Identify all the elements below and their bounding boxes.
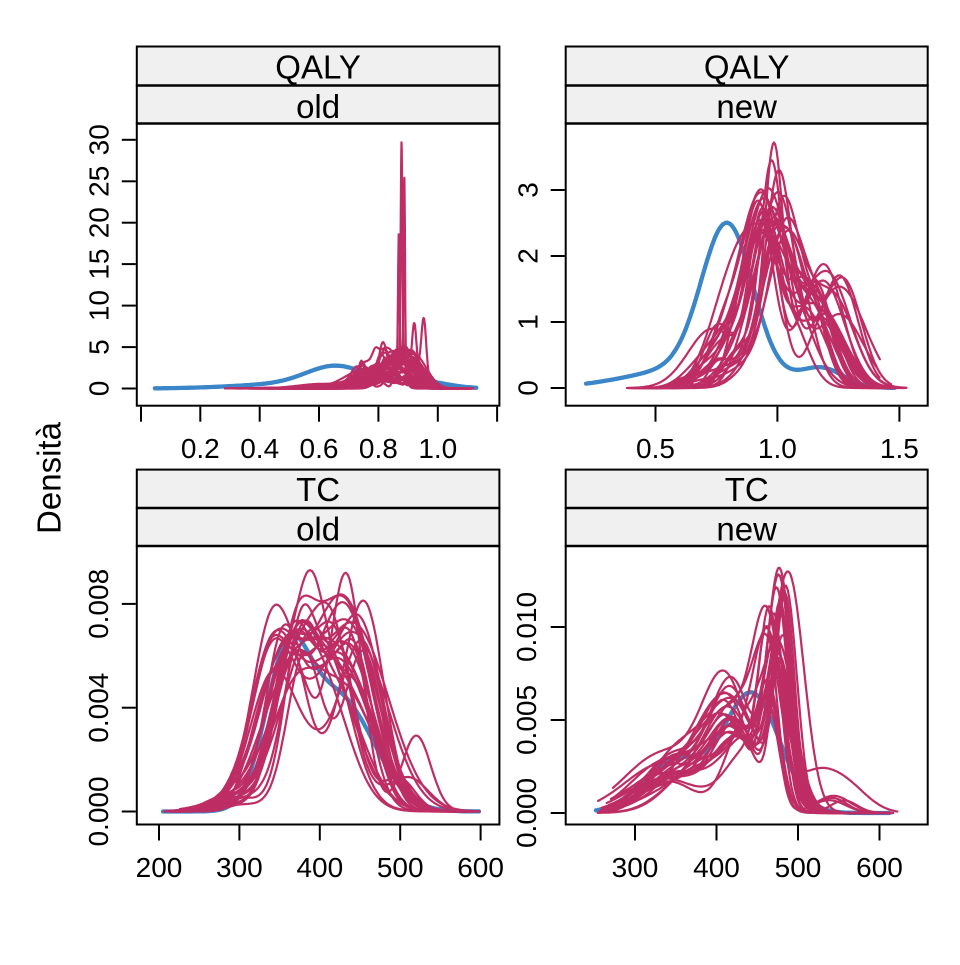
svg-text:5: 5	[83, 339, 114, 355]
svg-text:2: 2	[513, 248, 544, 264]
svg-text:15: 15	[83, 249, 114, 280]
svg-text:300: 300	[612, 852, 659, 883]
svg-text:old: old	[296, 88, 340, 125]
svg-text:TC: TC	[725, 471, 769, 508]
svg-text:3: 3	[513, 182, 544, 198]
svg-text:0.000: 0.000	[83, 776, 114, 846]
svg-text:600: 600	[457, 852, 504, 883]
svg-text:Densità: Densità	[31, 421, 68, 534]
svg-text:0.005: 0.005	[511, 685, 542, 755]
svg-text:0.8: 0.8	[359, 433, 398, 464]
svg-text:1: 1	[513, 314, 544, 330]
svg-text:200: 200	[136, 852, 183, 883]
svg-text:500: 500	[775, 852, 822, 883]
svg-text:25: 25	[83, 166, 114, 197]
svg-text:30: 30	[83, 124, 114, 155]
svg-text:0.6: 0.6	[300, 433, 339, 464]
svg-text:new: new	[716, 511, 777, 548]
svg-text:600: 600	[856, 852, 903, 883]
svg-text:400: 400	[693, 852, 740, 883]
svg-text:QALY: QALY	[704, 49, 790, 86]
svg-text:500: 500	[377, 852, 424, 883]
svg-text:0: 0	[513, 380, 544, 396]
svg-text:0.2: 0.2	[181, 433, 220, 464]
svg-text:QALY: QALY	[275, 49, 361, 86]
svg-text:400: 400	[296, 852, 343, 883]
svg-text:20: 20	[83, 207, 114, 238]
svg-text:0: 0	[83, 381, 114, 397]
svg-text:0.010: 0.010	[511, 592, 542, 662]
svg-text:old: old	[296, 511, 340, 548]
svg-text:0.000: 0.000	[511, 778, 542, 848]
svg-text:1.0: 1.0	[758, 433, 797, 464]
svg-text:TC: TC	[296, 471, 340, 508]
svg-text:0.008: 0.008	[83, 569, 114, 639]
svg-text:10: 10	[83, 290, 114, 321]
svg-text:0.5: 0.5	[636, 433, 675, 464]
svg-text:0.4: 0.4	[240, 433, 279, 464]
svg-text:new: new	[716, 88, 777, 125]
svg-text:1.5: 1.5	[880, 433, 919, 464]
svg-text:0.004: 0.004	[83, 673, 114, 743]
svg-text:1.0: 1.0	[418, 433, 457, 464]
svg-text:300: 300	[216, 852, 263, 883]
